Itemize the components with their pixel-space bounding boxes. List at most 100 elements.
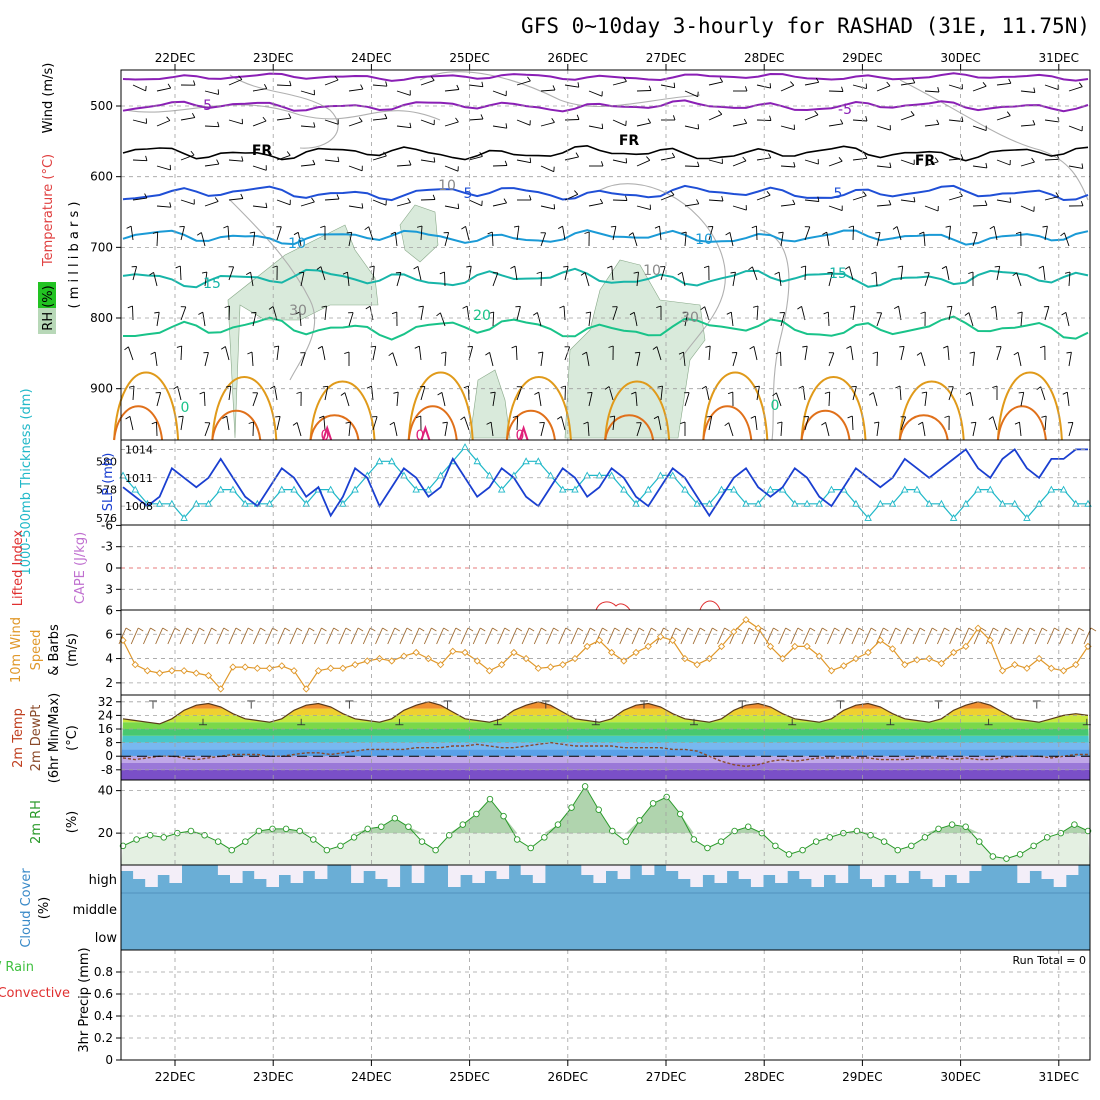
cloud-clear-segment — [750, 865, 764, 887]
wind-barb — [515, 345, 518, 361]
wind10-barb — [814, 627, 823, 645]
wind10-barb-flag — [1041, 627, 1048, 632]
wind-barb — [276, 84, 292, 87]
wind-barb — [252, 421, 254, 437]
wind-barb-flag — [432, 194, 436, 200]
wind-barb-flag — [442, 421, 448, 424]
wind-barb — [204, 125, 220, 128]
wind10-barb — [717, 627, 725, 645]
wind10-barb-flag — [1029, 627, 1036, 632]
temperature-band — [121, 756, 1090, 763]
wind-barb — [948, 84, 963, 90]
wind-barb — [492, 125, 507, 129]
wind10-speed-point — [461, 648, 469, 657]
wind-barb — [876, 85, 891, 92]
thickness-point — [803, 499, 811, 507]
thickness-point — [1010, 499, 1019, 507]
wind10-barb — [191, 627, 200, 645]
wind10-speed-point — [436, 661, 445, 669]
wind-barb-flag — [238, 75, 243, 80]
wind-barb — [875, 271, 878, 287]
wind-barb-flag — [311, 197, 315, 203]
wind-barb-flag — [609, 415, 615, 418]
thickness-point — [155, 499, 164, 507]
run-total-label: Run Total = 0 — [1013, 954, 1087, 967]
wind-barb — [924, 272, 930, 287]
rh2m-point — [405, 823, 412, 831]
wind-barb-flag — [985, 162, 988, 168]
wind-barb — [992, 416, 998, 431]
wind10-barb-flag — [443, 627, 449, 632]
wind-barb-flag — [190, 150, 195, 156]
cloud-clear-segment — [944, 865, 958, 875]
wind-barb-flag — [892, 226, 898, 230]
wind-barb-flag — [625, 158, 628, 164]
wind-barb — [900, 416, 907, 431]
wind-barb-flag — [463, 385, 469, 389]
rh2m-tick-label: 40 — [98, 784, 113, 798]
wind-barb-flag — [969, 351, 975, 354]
wind-barb-flag — [633, 271, 639, 274]
wind10-speed-point — [180, 667, 188, 675]
wind-barb-flag — [1042, 225, 1048, 228]
contour-label: 15 — [203, 276, 221, 292]
cloud-clear-segment — [617, 865, 631, 879]
wind-barb — [780, 84, 794, 92]
wind-barb — [420, 119, 435, 126]
wind-barb-flag — [178, 415, 184, 418]
wind-barb-flag — [670, 190, 675, 196]
wind10-barb — [167, 627, 176, 645]
wind-barb — [180, 416, 184, 431]
wind10-barb-flag — [956, 627, 962, 632]
wind-barb — [872, 392, 878, 407]
rh2m-point — [853, 827, 861, 835]
top-date-label: 23DEC — [253, 51, 293, 65]
temperature-band — [121, 735, 1090, 743]
cloud-clear-segment — [581, 865, 594, 875]
wind-barb — [348, 422, 351, 437]
wind10-speed-point — [241, 663, 249, 671]
precip-convective-axis-label: Convective — [0, 986, 70, 1001]
rh2m-point — [119, 842, 127, 850]
rh2m-unit-label: (%) — [65, 811, 80, 834]
rh2m-point — [744, 823, 752, 831]
wind-barb — [252, 312, 257, 327]
thickness-point — [949, 513, 958, 521]
wind-barb — [154, 352, 158, 367]
wind-barb-flag — [214, 197, 219, 202]
wind-barb — [993, 226, 998, 241]
contour-label: 10 — [438, 178, 456, 194]
lifted-tick-label: 6 — [105, 604, 113, 618]
rh2m-point — [690, 836, 698, 843]
wind-barb — [132, 197, 147, 201]
wind-barb — [252, 88, 267, 92]
wind10-barb-flag — [296, 627, 303, 632]
rh2m-point — [187, 827, 195, 835]
wind-axis-label: Wind (m/s) — [41, 63, 56, 134]
wind-barb — [900, 82, 915, 86]
cloud-clear-segment — [666, 865, 679, 871]
wind10-barb-flag — [907, 627, 914, 632]
wind10-barb — [399, 627, 408, 645]
wind-barb — [130, 226, 134, 241]
wind-barb — [636, 272, 639, 287]
bottom-date-label: 28DEC — [744, 1070, 784, 1084]
wind-barb — [420, 306, 424, 321]
contour-label: 30 — [681, 310, 699, 326]
temperature-band — [121, 729, 1090, 736]
wind-barb-flag — [365, 305, 371, 310]
wind10-speed-point — [204, 671, 213, 680]
wind-barb-flag — [225, 385, 231, 388]
wind-barb — [492, 311, 495, 327]
cloud-level-label: low — [95, 931, 118, 946]
wind10-barb-flag — [931, 627, 938, 632]
cloud-clear-segment — [532, 865, 546, 883]
wind-barb — [852, 119, 868, 122]
lifted-index-axis-label: Lifted Index — [11, 529, 26, 606]
wind10-barb — [143, 627, 151, 645]
wind-barb-flag — [790, 81, 795, 86]
rh2m-point — [323, 846, 331, 854]
cloud-clear-segment — [448, 865, 461, 887]
wind-barb — [612, 306, 618, 321]
wind-barb-flag — [865, 115, 868, 122]
